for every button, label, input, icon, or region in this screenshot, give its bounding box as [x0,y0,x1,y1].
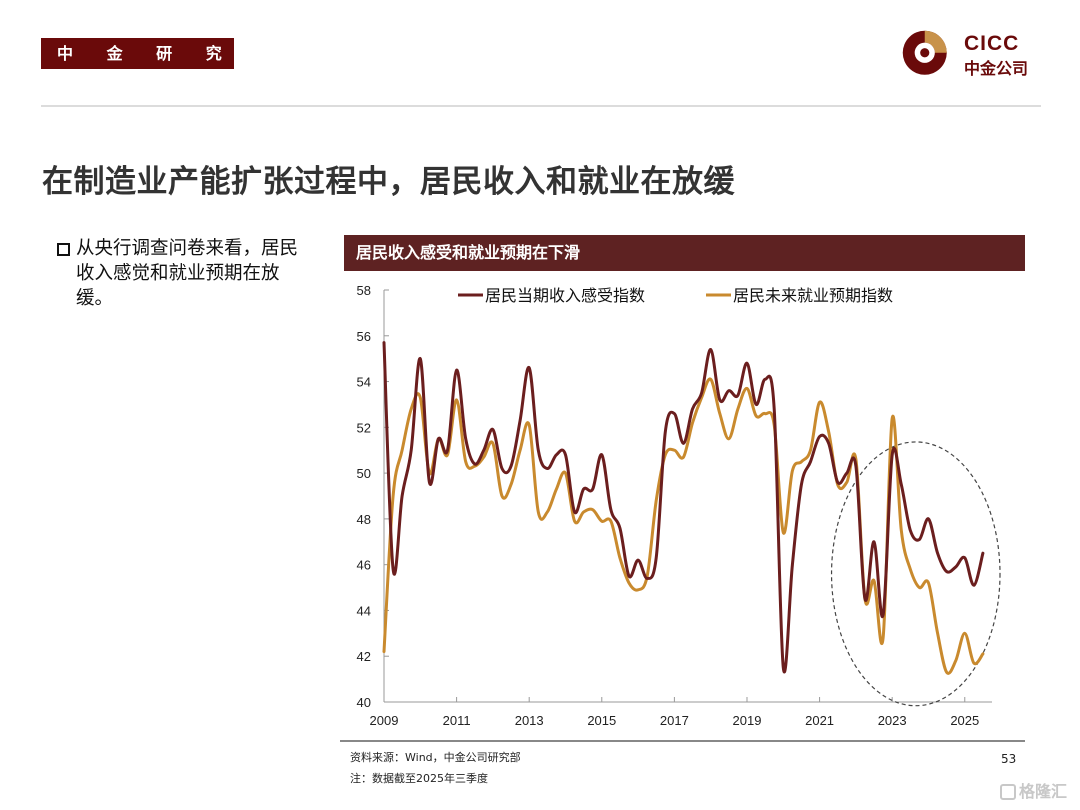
legend-label: 居民当期收入感受指数 [485,286,645,305]
x-tick-label: 2013 [515,713,544,728]
x-tick-label: 2009 [370,713,399,728]
footnote: 注：数据截至2025年三季度 [350,772,488,785]
bullet-point: 从央行调查问卷来看，居民收入感觉和就业预期在放缓。 [57,236,315,311]
cicc-logo [902,30,947,75]
watermark-text: 格隆汇 [1019,782,1068,801]
y-tick-label: 46 [357,558,371,573]
series-lines [382,341,985,675]
legend-label: 居民未来就业预期指数 [733,286,893,305]
y-tick-label: 44 [357,603,371,618]
annotation-layer [830,441,1001,707]
y-tick-label: 48 [357,512,371,527]
square-bullet-icon [57,243,70,256]
source-note: 资料来源：Wind，中金公司研究部 [350,751,521,764]
logo-accent-segment [924,30,947,53]
department-label: 中 金 研 究 部 [41,38,271,69]
y-tick-label: 54 [357,375,371,390]
y-tick-label: 42 [357,649,371,664]
chart-axes: 40 42 44 46 48 50 52 54 56 58 2009 2011 2013 2015 2017… [357,283,992,728]
x-tick-label: 2025 [950,713,979,728]
watermark: 格隆汇 [1000,778,1067,802]
series-line-employment [382,377,985,675]
y-tick-label: 56 [357,329,371,344]
logo-text-cn: 中金公司 [964,59,1029,78]
x-tick-label: 2011 [443,713,471,728]
footer-divider [340,740,1025,742]
header-divider [41,105,1041,107]
line-chart: 40 42 44 46 48 50 52 54 56 58 2009 2011 2013 2015 2017… [357,283,1001,728]
y-tick-label: 40 [357,695,371,710]
y-tick-label: 50 [357,466,371,481]
chart-legend: 居民当期收入感受指数 居民未来就业预期指数 [458,286,893,305]
highlight-ellipse [830,441,1001,707]
logo-text-en: CICC [964,32,1020,55]
x-tick-label: 2015 [587,713,616,728]
bullet-text: 从央行调查问卷来看，居民收入感觉和就业预期在放缓。 [76,238,299,309]
x-tick-label: 2021 [805,713,834,728]
y-tick-label: 52 [357,420,371,435]
chart-header: 居民收入感受和就业预期在下滑 [344,235,1025,271]
series-line-income [382,341,985,674]
x-tick-label: 2017 [660,713,689,728]
page-title: 在制造业产能扩张过程中，居民收入和就业在放缓 [42,164,735,200]
x-tick-label: 2019 [733,713,762,728]
y-tick-label: 58 [357,283,371,298]
x-tick-label: 2023 [878,713,907,728]
logo-dot [920,48,930,58]
page-number: 53 [1001,752,1017,766]
watermark-logo-icon [1000,784,1016,800]
